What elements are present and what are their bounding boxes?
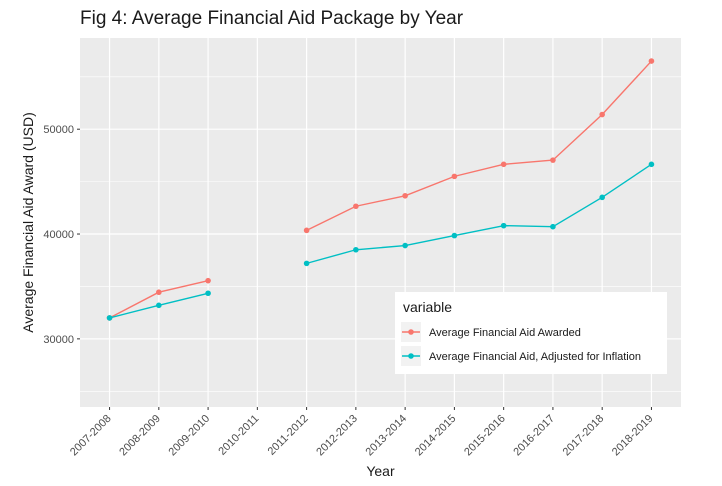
x-tick-label: 2011-2012 (266, 413, 311, 458)
data-point-1 (648, 58, 655, 64)
y-tick-label: 40000 (43, 229, 74, 241)
x-tick-label: 2016-2017 (511, 413, 557, 459)
legend: variable Average Financial Aid AwardedAv… (395, 292, 667, 374)
legend-label: Average Financial Aid, Adjusted for Infl… (429, 351, 641, 363)
data-point-1 (402, 192, 408, 199)
x-tick-label: 2018-2019 (610, 413, 656, 459)
x-tick-label: 2007-2008 (68, 413, 114, 459)
series-2 (106, 161, 655, 321)
data-point-1 (550, 157, 556, 163)
x-tick-label: 2012-2013 (314, 413, 360, 459)
x-tick-label: 2015-2016 (462, 413, 508, 459)
data-point-2 (451, 232, 458, 239)
x-axis-title: Year (366, 463, 395, 479)
data-point-1 (205, 277, 211, 284)
data-point-1 (599, 111, 605, 118)
legend-items: Average Financial Aid Awarded Average Fin… (401, 322, 641, 366)
legend-title: variable (403, 299, 452, 315)
data-point-1 (156, 289, 162, 296)
x-tick-label: 2014-2015 (413, 413, 459, 459)
series-line-1 (306, 60, 652, 231)
x-tick-label: 2009-2010 (167, 413, 213, 459)
legend-label: Average Financial Aid Awarded (429, 327, 581, 339)
chart-title: Fig 4: Average Financial Aid Package by … (80, 8, 464, 29)
data-point-2 (205, 290, 211, 297)
data-point-2 (353, 246, 359, 253)
data-point-1 (303, 227, 310, 234)
data-point-2 (599, 194, 605, 201)
data-point-2 (156, 302, 162, 309)
x-tick-label: 2010-2011 (216, 413, 261, 458)
data-point-1 (353, 203, 359, 210)
data-point-2 (303, 260, 310, 267)
data-point-2 (550, 223, 556, 230)
series-1 (106, 58, 655, 321)
x-tick-label: 2017-2018 (561, 413, 607, 459)
legend-key-point (408, 329, 414, 335)
y-axis-title: Average Financial Aid Award (USD) (20, 112, 36, 332)
data-point-1 (500, 161, 507, 168)
data-point-2 (500, 222, 507, 229)
data-point-2 (106, 315, 113, 321)
x-tick-label: 2008-2009 (117, 413, 163, 459)
y-tick-label: 30000 (43, 334, 74, 346)
legend-key-point (408, 353, 414, 359)
x-tick-label: 2013-2014 (364, 413, 410, 459)
data-point-2 (648, 161, 655, 168)
y-tick-label: 50000 (43, 124, 74, 136)
grid-layer (80, 38, 681, 407)
series-layer (106, 58, 655, 321)
data-point-1 (451, 173, 458, 180)
data-point-2 (402, 242, 408, 249)
series-line-2 (306, 163, 652, 265)
legend-background (395, 292, 667, 374)
